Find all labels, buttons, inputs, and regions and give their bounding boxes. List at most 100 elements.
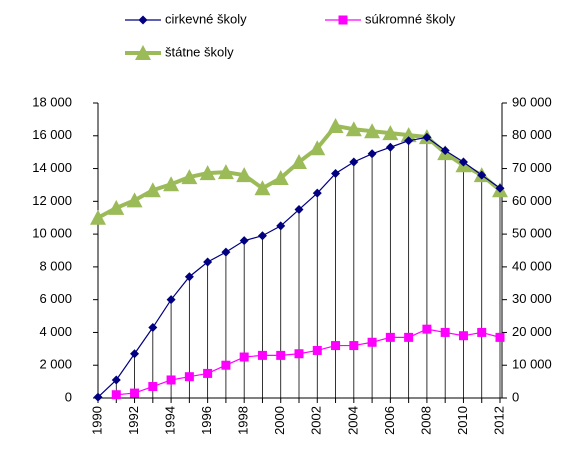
y2-tick-label: 40 000 (512, 258, 552, 273)
x-tick-label: 2008 (418, 406, 433, 435)
marker (221, 247, 231, 257)
marker (385, 142, 395, 152)
marker (111, 375, 121, 385)
y2-tick-label: 90 000 (512, 94, 552, 109)
marker (422, 324, 432, 334)
marker (203, 257, 213, 267)
marker (382, 125, 399, 141)
y-tick-label: 10 000 (32, 226, 72, 241)
y2-tick-label: 70 000 (512, 160, 552, 175)
marker (458, 157, 468, 167)
marker (331, 168, 341, 178)
marker (130, 349, 140, 359)
x-tick-label: 2012 (491, 406, 506, 435)
marker (181, 169, 198, 185)
marker (203, 368, 213, 378)
marker (257, 350, 267, 360)
marker (138, 15, 148, 25)
marker (90, 209, 106, 225)
y2-tick-label: 10 000 (512, 357, 552, 372)
marker (440, 146, 450, 156)
y-tick-label: 4 000 (39, 324, 72, 339)
marker (422, 132, 432, 142)
y-tick-label: 2 000 (39, 357, 72, 372)
x-tick-label: 1996 (199, 406, 214, 435)
marker (312, 188, 322, 198)
marker (217, 164, 234, 180)
x-tick-label: 1990 (89, 406, 104, 435)
marker (135, 45, 151, 60)
marker (364, 123, 381, 139)
marker (184, 272, 194, 282)
marker (367, 337, 377, 347)
y2-tick-label: 80 000 (512, 127, 552, 142)
y-tick-label: 14 000 (32, 160, 72, 175)
x-tick-label: 1998 (236, 406, 251, 435)
marker (257, 231, 267, 241)
marker (309, 140, 326, 156)
y2-tick-label: 0 (512, 389, 519, 404)
marker (294, 205, 304, 215)
marker (130, 388, 140, 398)
marker (477, 327, 487, 337)
y-tick-label: 0 (65, 389, 72, 404)
y-tick-label: 6 000 (39, 291, 72, 306)
marker (404, 136, 414, 146)
y2-tick-label: 50 000 (512, 226, 552, 241)
y-tick-label: 16 000 (32, 127, 72, 142)
legend-label: súkromné školy (365, 11, 456, 26)
marker (327, 117, 344, 133)
marker (148, 382, 158, 392)
marker (458, 331, 468, 341)
marker (166, 295, 176, 305)
y2-tick-label: 20 000 (512, 324, 552, 339)
marker (199, 165, 216, 181)
marker (236, 167, 253, 183)
marker (108, 199, 125, 215)
x-tick-label: 2004 (345, 406, 360, 435)
marker (93, 392, 103, 402)
marker (272, 170, 289, 186)
x-tick-label: 1992 (126, 406, 141, 435)
x-tick-label: 2010 (455, 406, 470, 435)
marker (495, 332, 505, 342)
y2-tick-label: 60 000 (512, 193, 552, 208)
marker (385, 332, 395, 342)
marker (345, 121, 362, 137)
marker (148, 323, 158, 333)
marker (349, 157, 359, 167)
y-tick-label: 12 000 (32, 193, 72, 208)
marker (276, 350, 286, 360)
marker (126, 192, 143, 208)
x-tick-label: 2000 (272, 406, 287, 435)
marker (221, 360, 231, 370)
legend-label: cirkevné školy (165, 11, 247, 26)
series-line (97, 123, 502, 220)
marker (184, 372, 194, 382)
x-tick-label: 2006 (382, 406, 397, 435)
marker (239, 352, 249, 362)
marker (276, 221, 286, 231)
marker (400, 127, 417, 143)
legend-label: štátne školy (165, 44, 234, 59)
series-line (116, 328, 501, 396)
marker (254, 180, 271, 196)
marker (495, 183, 505, 193)
marker (163, 176, 180, 192)
marker (111, 390, 121, 400)
y-tick-label: 8 000 (39, 258, 72, 273)
marker (312, 345, 322, 355)
marker (294, 349, 304, 359)
x-tick-label: 2002 (309, 406, 324, 435)
marker (349, 341, 359, 351)
marker (144, 182, 161, 198)
marker (404, 332, 414, 342)
y2-tick-label: 30 000 (512, 291, 552, 306)
marker (440, 327, 450, 337)
marker (331, 341, 341, 351)
marker (239, 236, 249, 246)
marker (338, 15, 348, 25)
marker (477, 170, 487, 180)
marker (367, 149, 377, 159)
